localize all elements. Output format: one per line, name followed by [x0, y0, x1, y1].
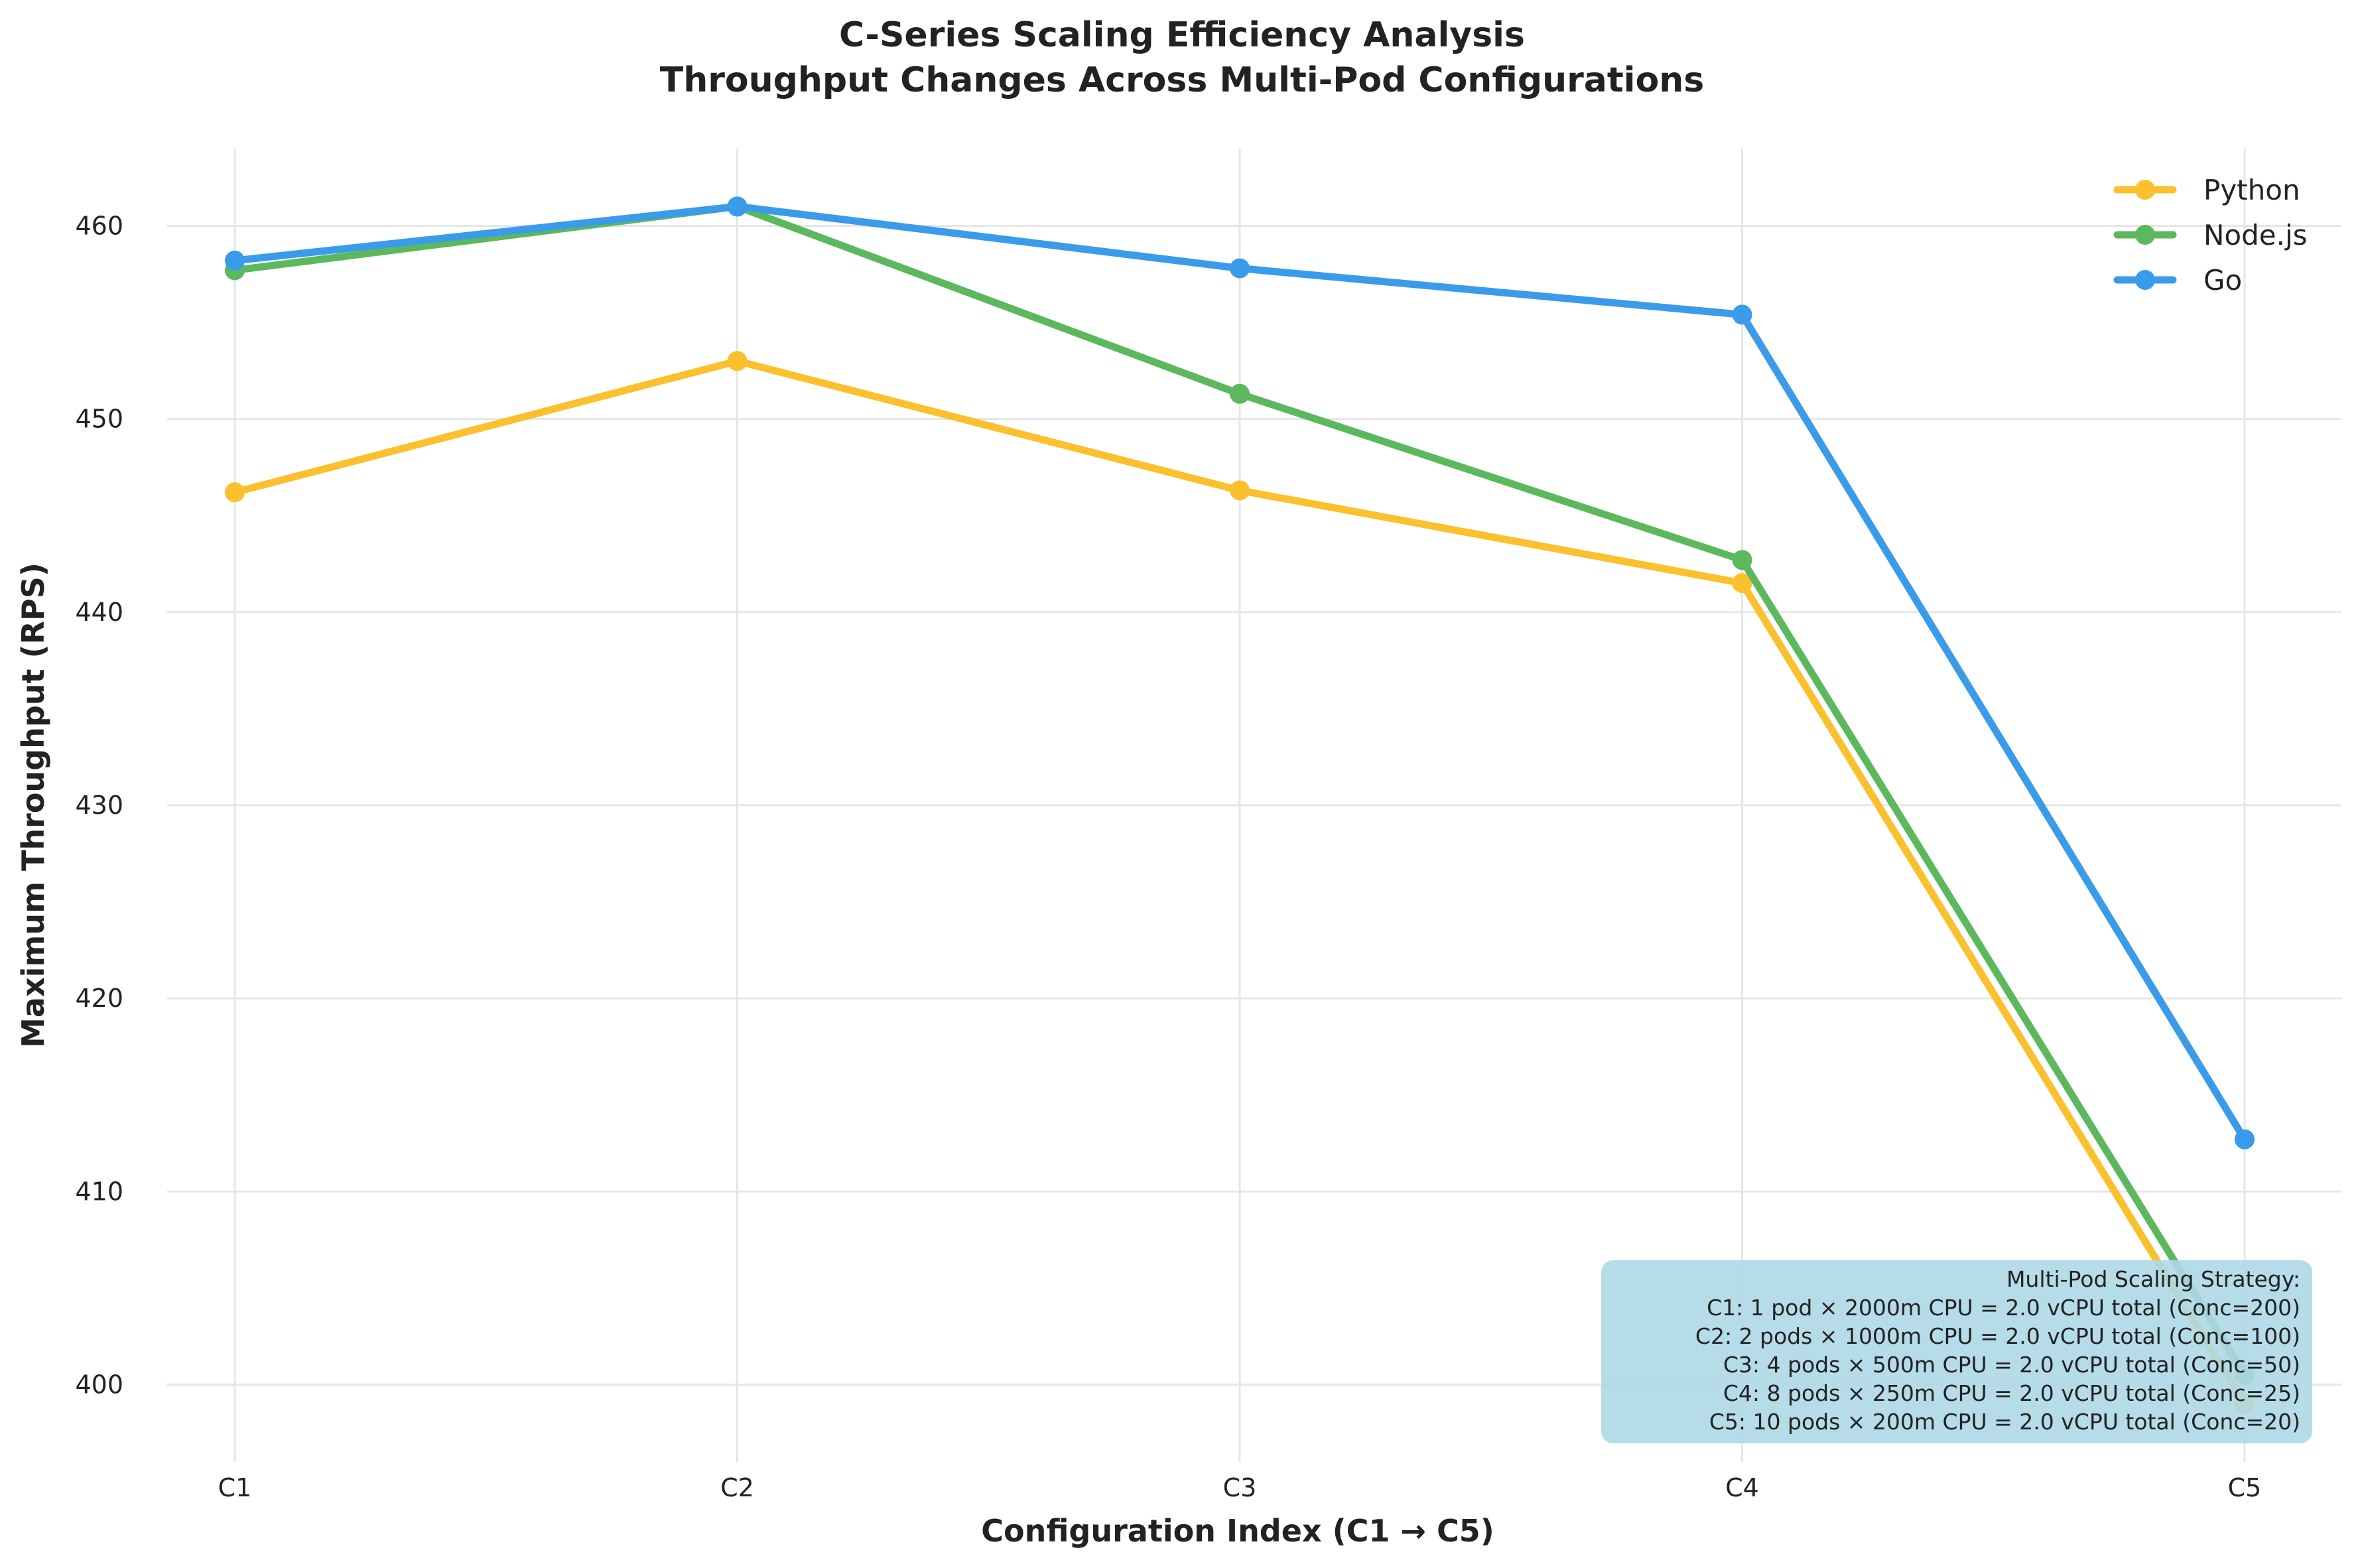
x-axis-label: Configuration Index (C1 → C5) [981, 1513, 1494, 1549]
x-tick-label: C2 [720, 1473, 754, 1502]
data-point [1732, 550, 1752, 570]
data-point [1230, 258, 1250, 279]
annotation-background [1601, 1260, 2312, 1443]
series-go [225, 196, 2255, 1149]
y-tick-labels: 400 410 420 430 440 450 460 [75, 211, 123, 1399]
legend-label: Go [2203, 264, 2242, 296]
legend-label: Node.js [2203, 219, 2308, 251]
y-tick-label: 410 [75, 1177, 123, 1206]
legend-swatch-marker [2135, 180, 2155, 200]
x-tick-label: C3 [1223, 1473, 1257, 1502]
data-point [1230, 383, 1250, 404]
x-tick-label: C1 [218, 1473, 252, 1502]
data-point [225, 482, 245, 503]
annotation-line: C2: 2 pods × 1000m CPU = 2.0 vCPU total … [1695, 1323, 2300, 1349]
data-point [1230, 480, 1250, 501]
grid [167, 149, 2341, 1462]
legend-item: Python [2113, 174, 2300, 206]
y-axis-label: Maximum Throughput (RPS) [15, 562, 51, 1048]
annotation-line: Multi-Pod Scaling Strategy: [2006, 1266, 2300, 1292]
y-tick-label: 430 [75, 791, 123, 820]
data-point [727, 196, 748, 217]
data-point [2235, 1129, 2255, 1149]
x-tick-label: C4 [1725, 1473, 1759, 1502]
chart-title-line1: C-Series Scaling Efficiency Analysis [839, 15, 1525, 55]
y-tick-label: 420 [75, 984, 123, 1013]
data-point [225, 250, 245, 271]
y-tick-label: 400 [75, 1370, 123, 1400]
data-point [1732, 573, 1752, 594]
legend-swatch-marker [2135, 225, 2155, 245]
x-tick-labels: C1 C2 C3 C4 C5 [218, 1473, 2262, 1502]
annotation-line: C4: 8 pods × 250m CPU = 2.0 vCPU total (… [1723, 1380, 2300, 1406]
legend-item: Node.js [2113, 219, 2308, 251]
y-tick-label: 440 [75, 598, 123, 627]
x-tick-label: C5 [2228, 1473, 2262, 1502]
y-tick-label: 460 [75, 211, 123, 240]
series-group [225, 196, 2255, 1414]
data-point [1732, 304, 1752, 325]
annotation-line: C5: 10 pods × 200m CPU = 2.0 vCPU total … [1709, 1409, 2300, 1435]
y-tick-label: 450 [75, 405, 123, 434]
annotation-line: C3: 4 pods × 500m CPU = 2.0 vCPU total (… [1723, 1352, 2300, 1378]
annotation-line: C1: 1 pod × 2000m CPU = 2.0 vCPU total (… [1707, 1295, 2300, 1321]
annotation-box: Multi-Pod Scaling Strategy: C1: 1 pod × 2… [1601, 1260, 2312, 1443]
chart-title-line2: Throughput Changes Across Multi-Pod Conf… [660, 60, 1704, 100]
data-point [727, 351, 748, 371]
legend-swatch-marker [2135, 270, 2155, 290]
legend-label: Python [2203, 174, 2300, 206]
legend: Python Node.js Go [2113, 174, 2308, 296]
legend-item: Go [2113, 264, 2242, 296]
